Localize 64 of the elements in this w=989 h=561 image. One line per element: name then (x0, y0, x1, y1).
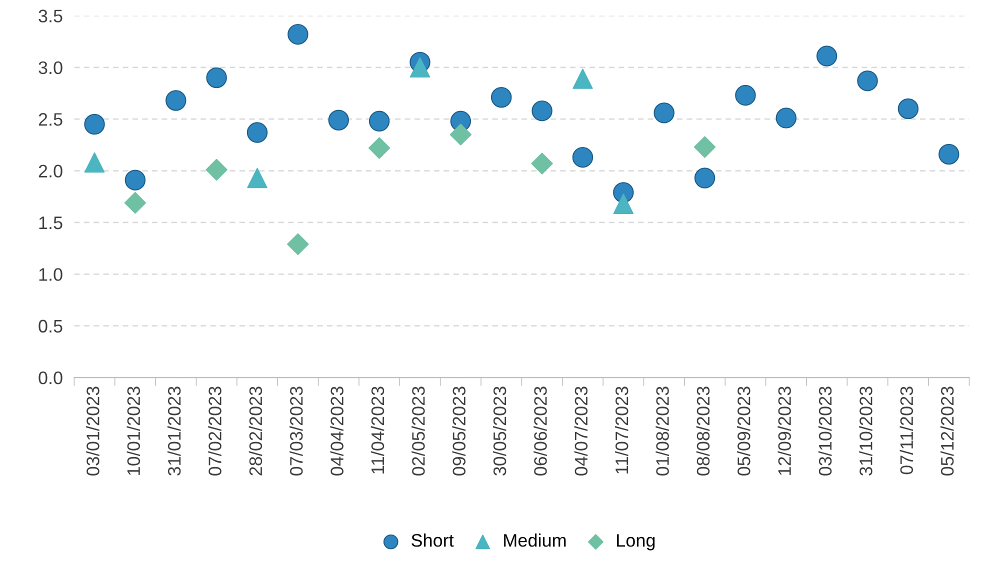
point (368, 137, 390, 159)
point (328, 110, 349, 130)
x-tick-label: 02/05/2023 (412, 386, 425, 476)
point (898, 98, 919, 120)
x-tick-label: 03/01/2023 (86, 386, 100, 476)
point (247, 168, 268, 188)
point (490, 87, 512, 108)
y-tick-label: 0.5 (38, 320, 62, 333)
point (450, 124, 472, 146)
point (84, 114, 105, 135)
y-tick-label: 2.5 (38, 113, 62, 126)
y-tick-label: 3.0 (38, 61, 62, 74)
point (776, 108, 797, 128)
x-tick-label: 10/01/2023 (126, 386, 140, 475)
x-tick-label: 11/07/2023 (614, 386, 628, 474)
point (572, 68, 593, 89)
point (572, 146, 594, 168)
point (166, 90, 186, 111)
point (410, 57, 430, 78)
x-tick-label: 11/04/2023 (370, 386, 384, 474)
point (694, 136, 716, 158)
y-tick-label: 3.5 (38, 10, 62, 22)
x-tick-label: 01/08/2023 (656, 386, 669, 476)
point (287, 233, 309, 256)
point (694, 168, 716, 188)
point (124, 170, 146, 190)
y-tick-label: 0.0 (38, 371, 62, 384)
x-tick-label: 07/02/2023 (208, 386, 222, 476)
x-tick-label: 07/03/2023 (290, 386, 303, 476)
point (368, 110, 390, 132)
x-tick-label: 31/10/2023 (859, 386, 872, 476)
x-tick-label: 04/04/2023 (330, 386, 344, 476)
point (246, 122, 268, 143)
legend-label: Short (412, 534, 454, 547)
point (124, 192, 146, 214)
y-tick-label: 2.0 (38, 164, 62, 178)
point (84, 152, 105, 173)
x-tick-label: 05/12/2023 (940, 386, 954, 476)
point (857, 70, 878, 92)
y-tick-label: 1.5 (39, 216, 62, 230)
point (735, 84, 756, 106)
y-tick-label: 1.0 (39, 268, 62, 281)
x-tick-label: 30/05/2023 (492, 386, 506, 476)
point (654, 102, 674, 124)
legend-label: Long (617, 534, 655, 550)
x-tick-label: 12/09/2023 (778, 386, 791, 475)
point (938, 144, 960, 165)
x-tick-label: 28/02/2023 (248, 386, 262, 476)
x-tick-label: 06/06/2023 (534, 386, 547, 476)
x-tick-label: 04/07/2023 (574, 386, 588, 476)
point (532, 100, 552, 122)
x-tick-label: 05/09/2023 (737, 386, 750, 476)
point (288, 24, 308, 45)
x-tick-label: 31/01/2023 (167, 386, 181, 476)
x-tick-label: 09/05/2023 (452, 386, 466, 476)
point (816, 46, 838, 66)
point (206, 67, 227, 88)
point (531, 152, 553, 174)
legend-label: Medium (504, 534, 566, 547)
point (613, 194, 634, 214)
point (206, 158, 228, 181)
x-tick-label: 03/10/2023 (818, 386, 832, 476)
x-tick-label: 07/11/2023 (900, 386, 914, 474)
x-tick-label: 08/08/2023 (696, 386, 710, 476)
